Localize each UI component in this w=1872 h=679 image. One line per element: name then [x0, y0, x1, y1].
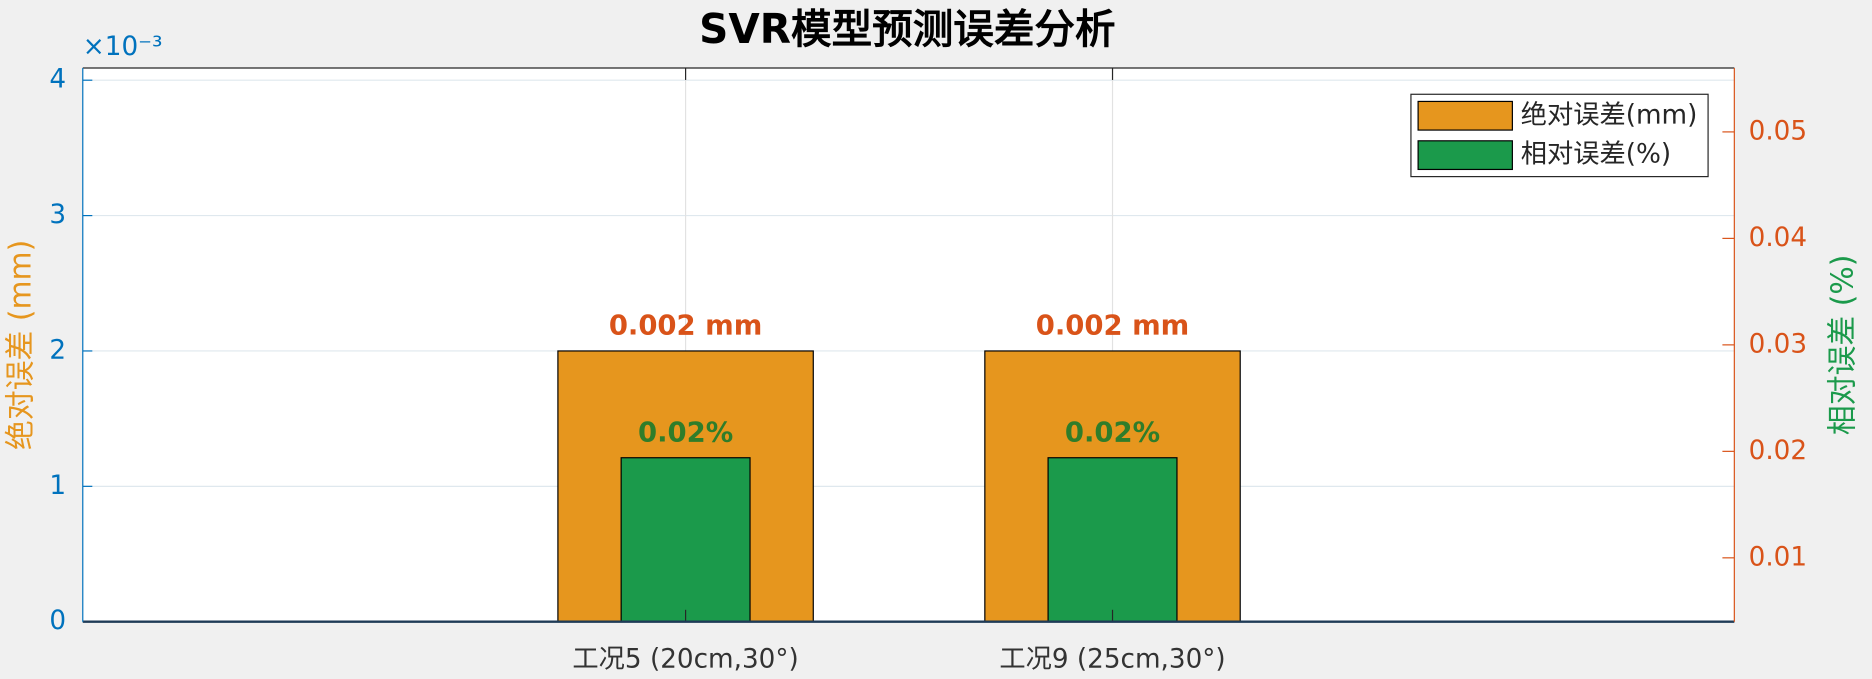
legend-label: 绝对误差(mm): [1521, 100, 1698, 130]
y-tick-label: 1: [49, 471, 66, 501]
bar: [1047, 457, 1178, 623]
value-label: 0.002 mm: [1036, 311, 1190, 342]
y-tick-label: 3: [49, 200, 66, 230]
y2-tick-label: 0.02: [1749, 436, 1807, 466]
y2-tick-label: 0.05: [1749, 116, 1807, 146]
legend-swatch: [1417, 100, 1513, 131]
legend-label: 相对误差(%): [1521, 140, 1671, 170]
legend-swatch: [1417, 140, 1513, 171]
y-tick-label: 4: [49, 65, 66, 95]
y2-axis-label: 相对误差 (%): [1826, 255, 1861, 435]
y-exponent: ×10⁻³: [83, 32, 163, 62]
y-tick-label: 0: [49, 606, 66, 636]
bar: [620, 457, 751, 623]
value-label: 0.02%: [1065, 417, 1160, 448]
value-label: 0.02%: [638, 417, 733, 448]
y2-tick-label: 0.04: [1749, 223, 1807, 253]
y2-tick-label: 0.03: [1749, 329, 1807, 359]
x-tick-label: 工况9 (25cm,30°): [999, 644, 1225, 674]
chart-title: SVR模型预测误差分析: [699, 5, 1115, 53]
y2-tick-label: 0.01: [1749, 542, 1807, 572]
value-label: 0.002 mm: [609, 311, 763, 342]
y-axis-label: 绝对误差 (mm): [3, 240, 38, 450]
x-tick-label: 工况5 (20cm,30°): [572, 644, 798, 674]
y-tick-label: 2: [49, 335, 66, 365]
